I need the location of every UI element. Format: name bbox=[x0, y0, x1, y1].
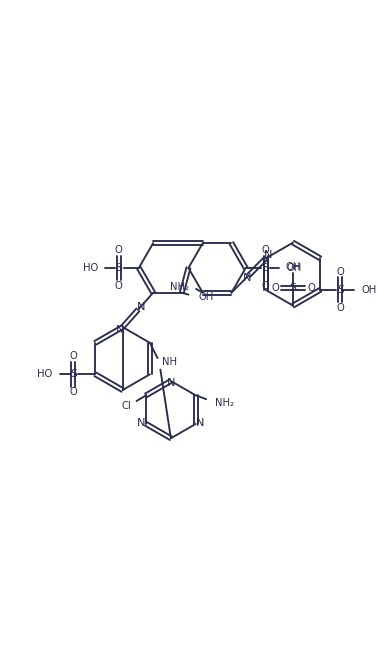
Text: N: N bbox=[196, 418, 205, 428]
Text: N: N bbox=[264, 251, 272, 261]
Text: S: S bbox=[115, 263, 122, 273]
Text: O: O bbox=[262, 281, 270, 291]
Text: S: S bbox=[262, 263, 269, 273]
Text: N: N bbox=[137, 418, 146, 428]
Text: O: O bbox=[336, 266, 344, 277]
Text: O: O bbox=[115, 245, 123, 255]
Text: O: O bbox=[69, 388, 77, 397]
Text: O: O bbox=[115, 281, 123, 291]
Text: OH: OH bbox=[287, 263, 302, 273]
Text: HO: HO bbox=[83, 263, 98, 273]
Text: O: O bbox=[271, 284, 279, 293]
Text: N: N bbox=[115, 325, 124, 335]
Text: OH: OH bbox=[361, 285, 377, 295]
Text: OH: OH bbox=[199, 291, 214, 301]
Text: S: S bbox=[337, 285, 344, 295]
Text: NH: NH bbox=[162, 357, 177, 367]
Text: N: N bbox=[136, 302, 145, 312]
Text: S: S bbox=[70, 369, 77, 379]
Text: S: S bbox=[290, 284, 296, 293]
Text: O: O bbox=[69, 351, 77, 361]
Text: N: N bbox=[167, 378, 175, 388]
Text: Cl: Cl bbox=[121, 401, 131, 411]
Text: O: O bbox=[336, 303, 344, 313]
Text: OH: OH bbox=[285, 263, 300, 272]
Text: N: N bbox=[242, 273, 251, 284]
Text: HO: HO bbox=[37, 369, 52, 379]
Text: NH₂: NH₂ bbox=[215, 398, 234, 408]
Text: O: O bbox=[307, 284, 315, 293]
Text: O: O bbox=[262, 245, 270, 255]
Text: NH₂: NH₂ bbox=[170, 282, 189, 292]
